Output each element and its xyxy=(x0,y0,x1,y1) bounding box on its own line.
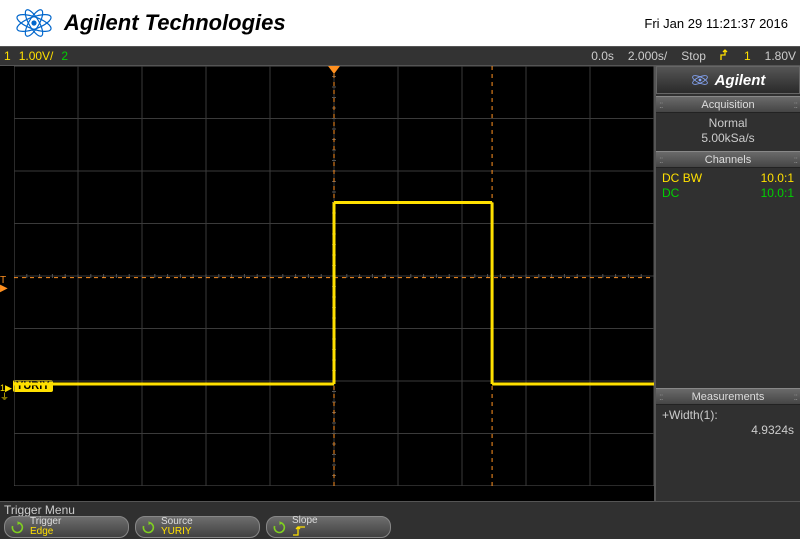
measurements-header: Measurements xyxy=(656,388,800,405)
graticule-wrap: T▶ 1▶⏚ YURIY xyxy=(0,66,654,501)
sidebar-brand: Agilent xyxy=(656,66,800,94)
acquisition-header: Acquisition xyxy=(656,96,800,113)
softkeys: Trigger Edge Source YURIY Slope xyxy=(0,516,800,538)
measurement-value: 4.9324s xyxy=(662,423,794,438)
softkey-slope[interactable]: Slope xyxy=(266,516,391,538)
time-scale: 2.000s/ xyxy=(628,49,667,63)
cycle-icon xyxy=(142,521,155,534)
agilent-logo-icon xyxy=(12,5,56,41)
softkey-value xyxy=(292,526,318,539)
ch1-ground-marker-icon: 1▶⏚ xyxy=(0,384,12,402)
softkey-trigger[interactable]: Trigger Edge xyxy=(4,516,129,538)
softkey-label: Slope xyxy=(292,516,318,526)
trigger-level: 1.80V xyxy=(765,49,796,63)
brand-text: Agilent Technologies xyxy=(64,10,286,36)
channels-header: Channels xyxy=(656,151,800,168)
softkey-value: Edge xyxy=(30,527,61,537)
trigger-level-marker-icon: T▶ xyxy=(0,277,12,293)
softkey-source[interactable]: Source YURIY xyxy=(135,516,260,538)
acquisition-rate: 5.00kSa/s xyxy=(662,131,794,146)
cycle-icon xyxy=(273,521,286,534)
trigger-edge-icon xyxy=(720,49,730,64)
main-row: T▶ 1▶⏚ YURIY Agilent Acquisition N xyxy=(0,66,800,501)
time-offset: 0.0s xyxy=(591,49,614,63)
scope-area: 1 1.00V/ 2 0.0s 2.000s/ Stop 1 1.80V T▶ … xyxy=(0,46,800,539)
bottom-bar: Trigger Menu Trigger Edge Source YURIY S… xyxy=(0,501,800,539)
ch2-index: 2 xyxy=(61,49,68,63)
header-left: Agilent Technologies xyxy=(12,5,286,41)
acquisition-mode: Normal xyxy=(662,116,794,131)
graticule xyxy=(14,66,654,486)
cycle-icon xyxy=(11,521,24,534)
ch1-row: DC BW 10.0:1 xyxy=(662,171,794,186)
measurement-name: +Width(1): xyxy=(662,408,794,423)
run-state: Stop xyxy=(681,49,706,63)
timestamp: Fri Jan 29 11:21:37 2016 xyxy=(644,16,788,31)
ch1-scale: 1.00V/ xyxy=(19,49,54,63)
sidebar: Agilent Acquisition Normal 5.00kSa/s Cha… xyxy=(654,66,800,501)
ch1-index: 1 xyxy=(4,49,11,63)
info-bar: 1 1.00V/ 2 0.0s 2.000s/ Stop 1 1.80V xyxy=(0,46,800,66)
agilent-mini-logo-icon xyxy=(691,72,709,88)
header: Agilent Technologies Fri Jan 29 11:21:37… xyxy=(0,0,800,46)
sidebar-measurements: Measurements +Width(1): 4.9324s xyxy=(656,388,800,441)
trigger-channel: 1 xyxy=(744,49,751,63)
sidebar-acquisition: Acquisition Normal 5.00kSa/s xyxy=(656,96,800,149)
menu-title: Trigger Menu xyxy=(0,502,800,516)
ch2-row: DC 10.0:1 xyxy=(662,186,794,201)
softkey-value: YURIY xyxy=(161,527,193,537)
sidebar-channels: Channels DC BW 10.0:1 DC 10.0:1 xyxy=(656,151,800,204)
